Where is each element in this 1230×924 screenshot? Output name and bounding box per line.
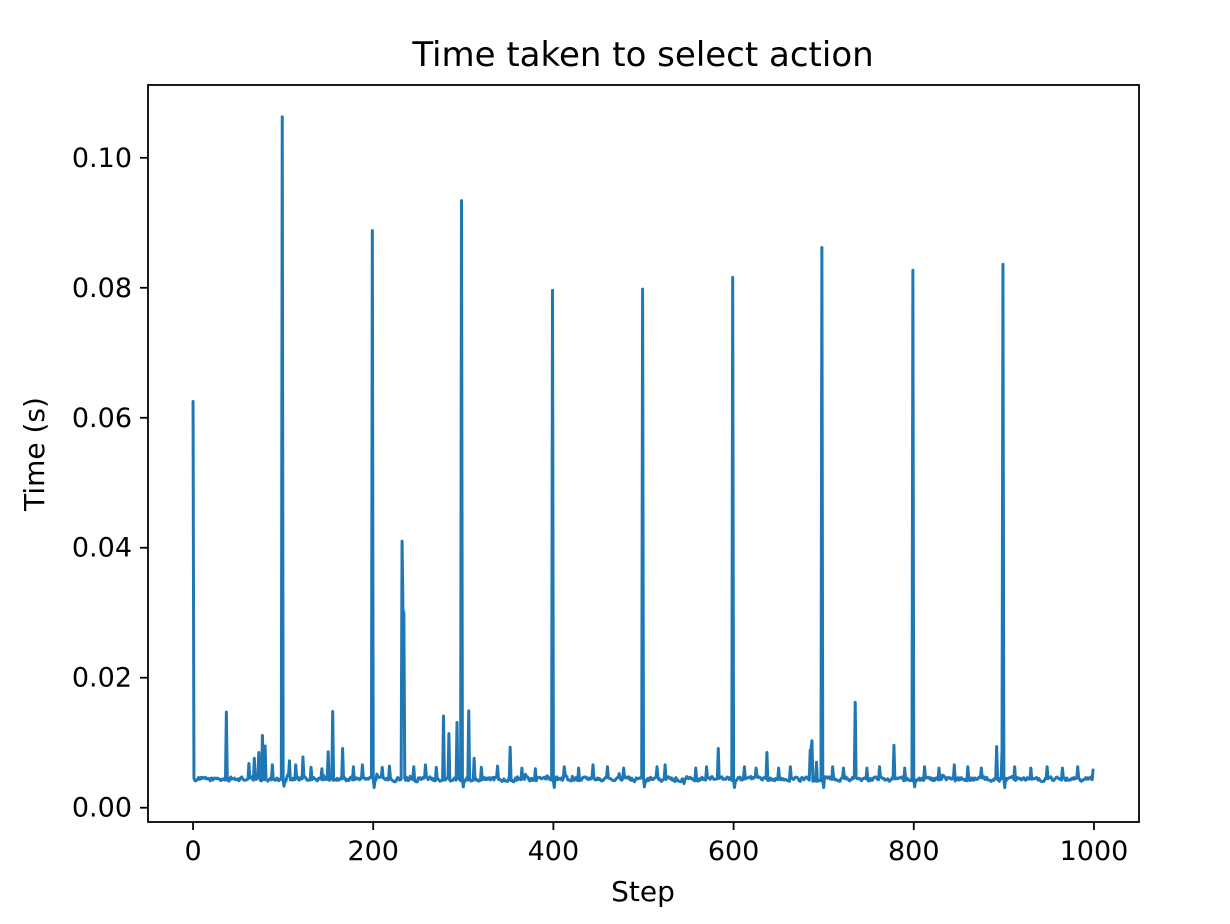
y-tick-label: 0.02 [72,663,132,694]
x-tick-label: 200 [347,836,399,867]
y-axis-label: Time (s) [18,397,51,512]
axes-spines [147,84,1140,823]
y-tick-label: 0.04 [72,533,132,564]
chart-title: Time taken to select action [411,35,873,75]
y-tick-label: 0.06 [72,403,132,434]
x-tick-label: 1000 [1060,836,1129,867]
y-tick-label: 0.10 [72,143,132,174]
plot-area: 0 200 400 600 800 1000 0.00 0.02 0.04 0.06 0.08 0.1… [72,84,1140,867]
x-tick-label: 0 [184,836,201,867]
x-tick-label: 600 [708,836,760,867]
data-line [191,115,1095,790]
y-tick-label: 0.00 [72,793,132,824]
x-tick-label: 400 [528,836,580,867]
y-tick-label: 0.08 [72,273,132,304]
x-axis-label: Step [611,875,675,908]
x-tick-label: 800 [888,836,940,867]
